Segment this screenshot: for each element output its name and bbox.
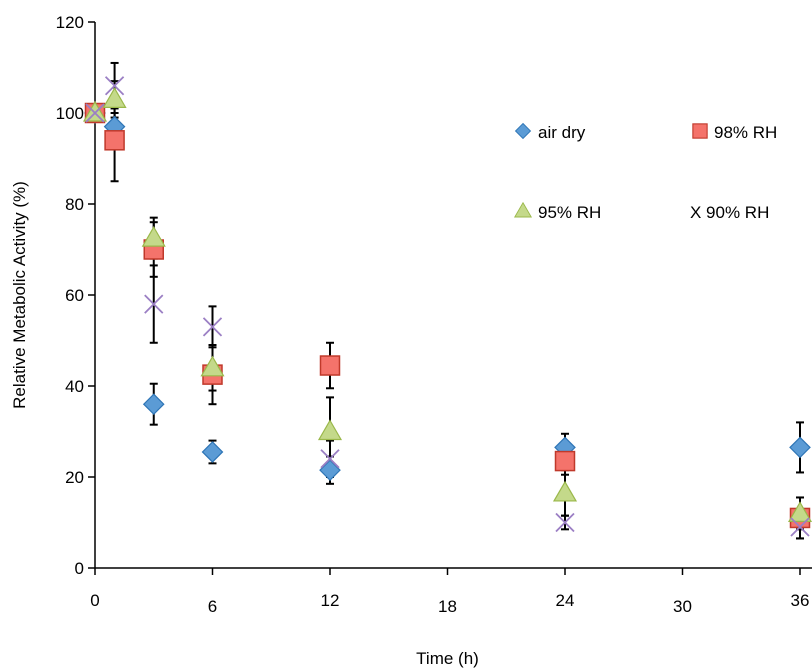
point-x-90-rh [85, 103, 105, 123]
x-tick-label: 18 [438, 597, 457, 616]
legend-marker [692, 123, 708, 139]
point-air-dry [319, 459, 341, 482]
point-98-rh [104, 130, 125, 151]
point-95-rh [82, 100, 108, 122]
x-ticks: 0 6 12 18 24 30 36 [90, 568, 809, 616]
x-tick-label: 24 [556, 591, 575, 610]
point-98-rh [554, 450, 576, 472]
legend-entry-95-rh: 95% RH [513, 201, 601, 222]
point-95-rh [317, 419, 343, 441]
point-95-rh [552, 480, 578, 502]
axes: 0 20 40 60 80 100 120 0 6 12 18 24 30 36 [56, 13, 812, 616]
legend-marker-air-dry [514, 122, 532, 140]
legend-marker-95-rh [513, 201, 533, 218]
point-95-rh [787, 501, 812, 523]
x-tick-label: 30 [673, 597, 692, 616]
x-axis-title: Time (h) [416, 649, 479, 668]
y-tick-label: 60 [65, 286, 84, 305]
data-points [82, 76, 812, 537]
point-air-dry [789, 436, 811, 459]
point-x-90-rh [790, 517, 810, 537]
x-tick-label: 6 [208, 597, 217, 616]
y-tick-label: 120 [56, 13, 84, 32]
legend-marker [514, 122, 532, 140]
legend-entry-98-rh: 98% RH [692, 123, 777, 142]
point-95-rh [141, 225, 166, 247]
y-tick-label: 40 [65, 377, 84, 396]
legend-label-air-dry: air dry [538, 123, 586, 142]
y-ticks: 0 20 40 60 80 100 120 [56, 13, 95, 578]
legend-marker [513, 201, 533, 218]
point-air-dry [201, 441, 224, 463]
x-tick-label: 12 [321, 591, 340, 610]
legend-label-90-rh: X 90% RH [690, 203, 769, 222]
legend-label-95-rh: 95% RH [538, 203, 601, 222]
y-tick-label: 80 [65, 195, 84, 214]
point-x-90-rh [555, 512, 575, 533]
y-tick-label: 20 [65, 468, 84, 487]
point-x-90-rh [202, 317, 223, 337]
legend: air dry 98% RH 95% RH X 90% RH [513, 122, 777, 222]
x-tick-label: 0 [90, 591, 99, 610]
point-x-90-rh [144, 294, 164, 314]
x-tick-label: 36 [791, 591, 810, 610]
point-x-90-rh [320, 449, 340, 469]
legend-label-98-rh: 98% RH [714, 123, 777, 142]
y-tick-label: 100 [56, 104, 84, 123]
point-95-rh [200, 355, 225, 377]
legend-entry-90-rh: X 90% RH [690, 203, 769, 222]
y-axis-title: Relative Metabolic Activity (%) [10, 181, 29, 409]
point-95-rh [102, 87, 127, 108]
point-x-90-rh [104, 76, 125, 96]
legend-marker-98-rh [692, 123, 708, 139]
point-air-dry [142, 393, 165, 416]
point-98-rh [319, 355, 341, 376]
legend-entry-air-dry: air dry [514, 122, 586, 142]
y-tick-label: 0 [75, 559, 84, 578]
